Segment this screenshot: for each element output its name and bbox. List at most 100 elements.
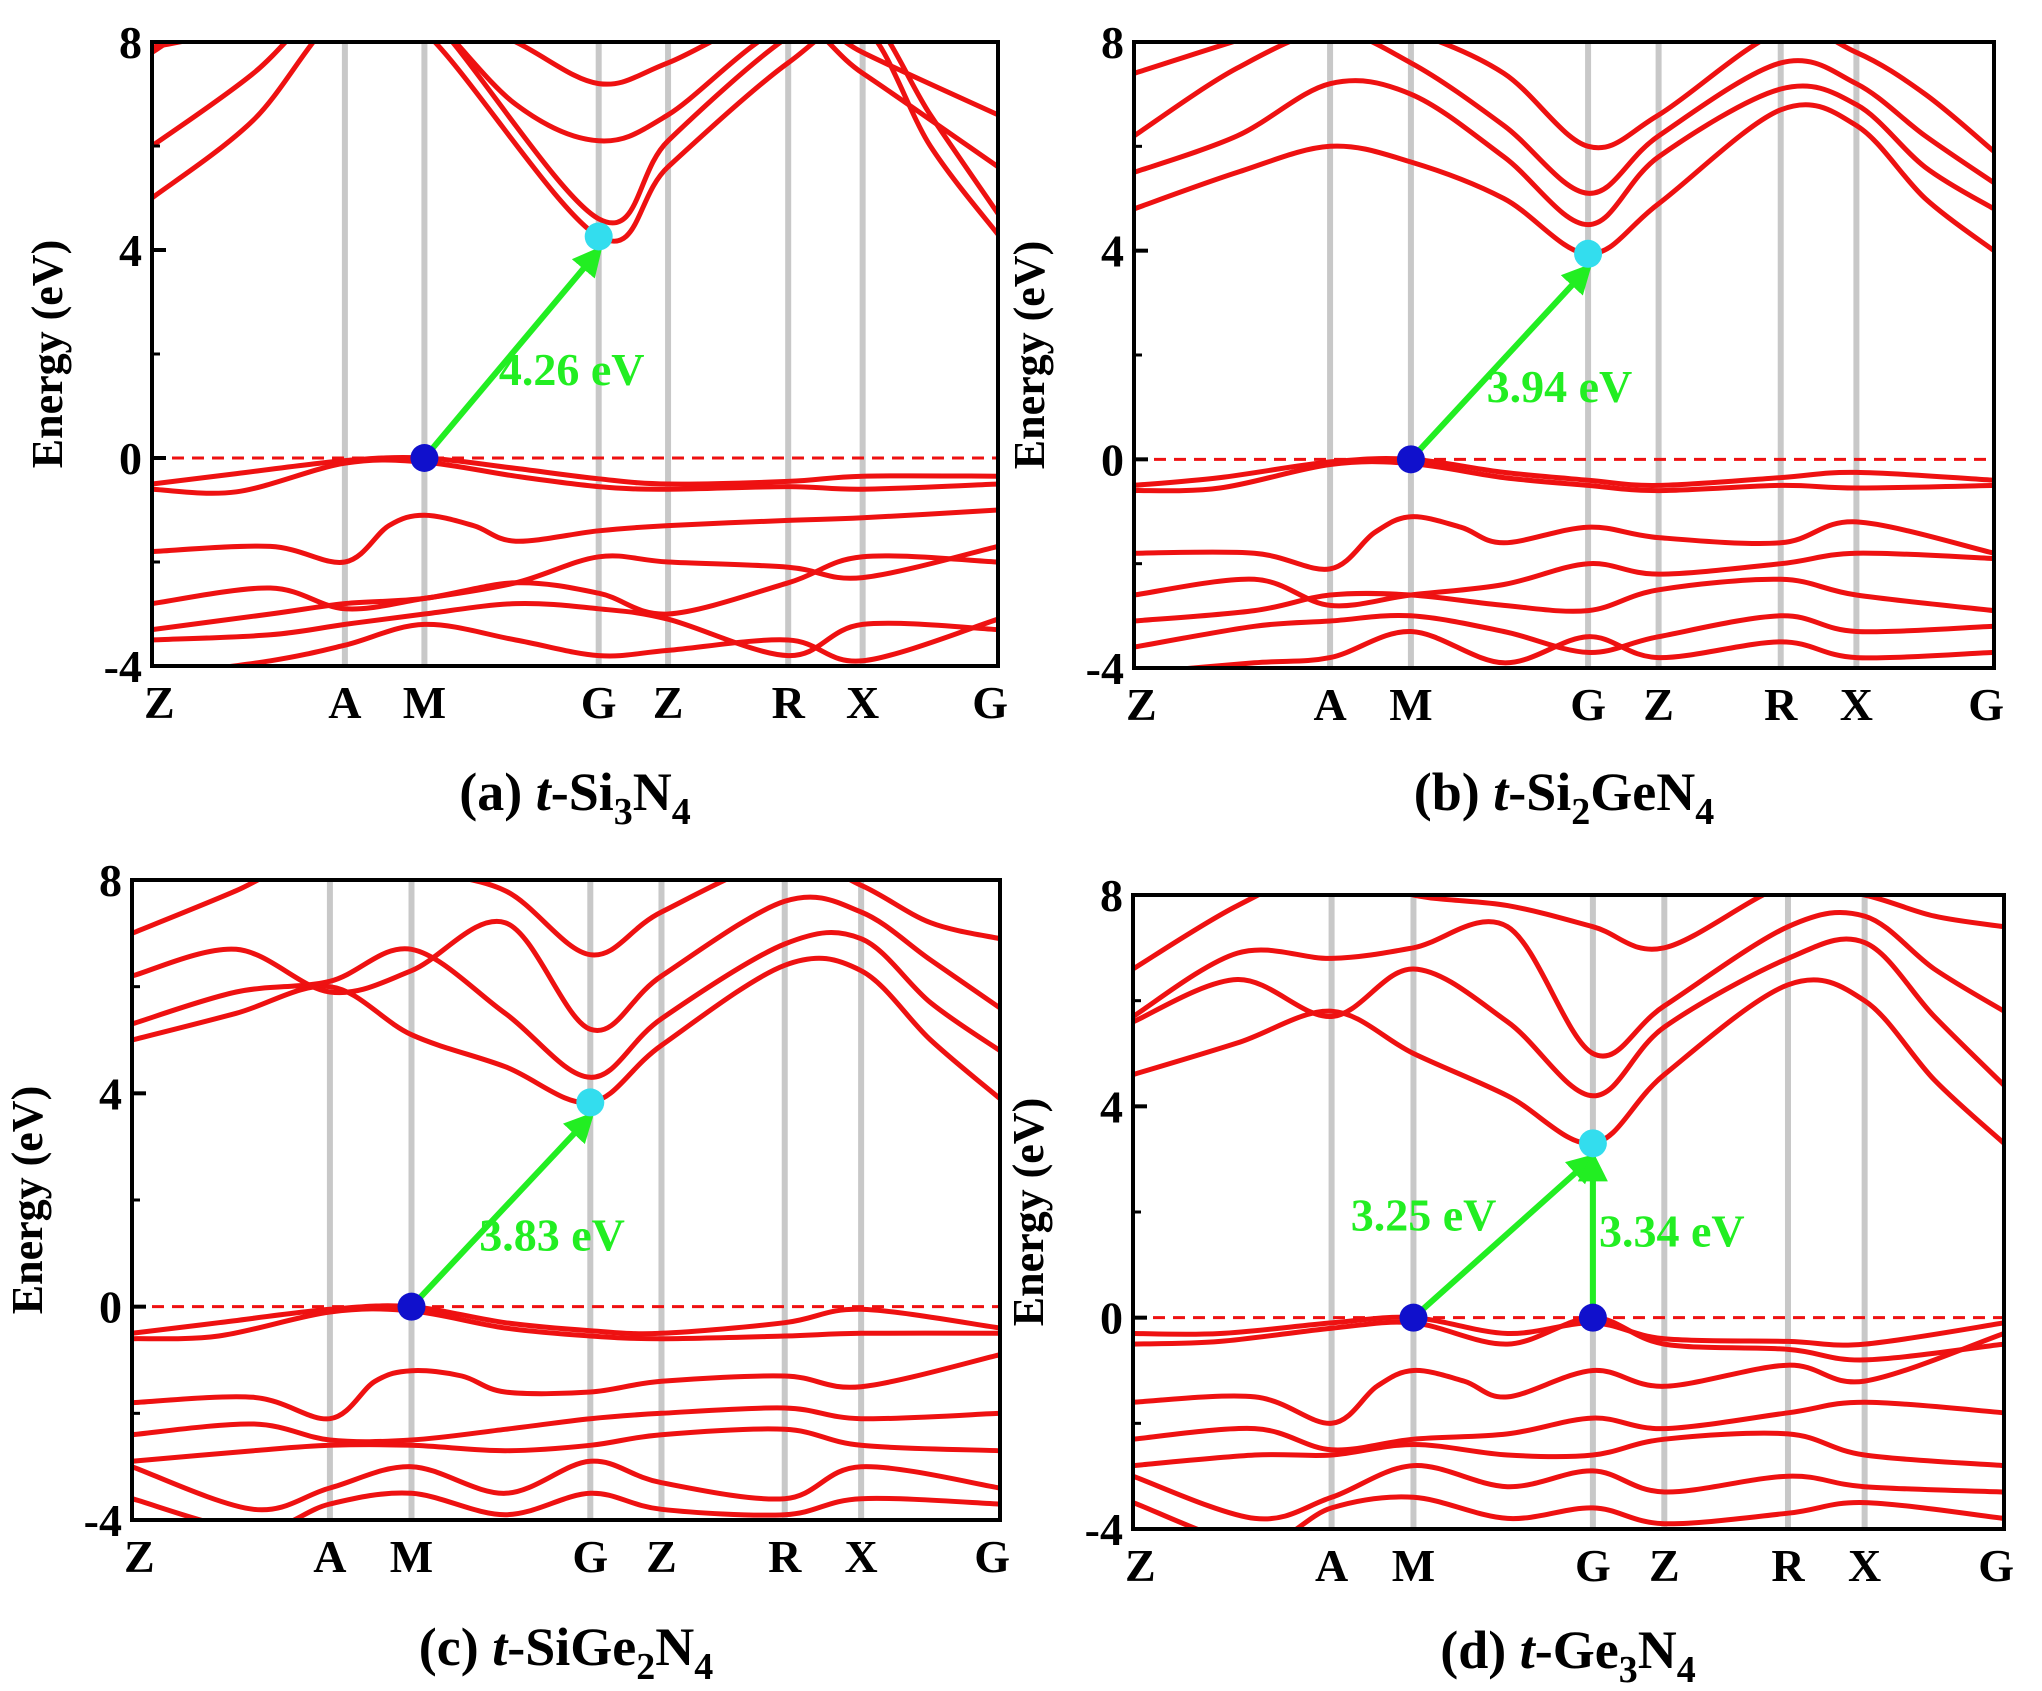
band-c3: [1134, 42, 1994, 196]
band-c2: [1133, 936, 2004, 1099]
band-gap-arrow: [422, 245, 603, 460]
band-v5: [1134, 576, 1994, 624]
band-v3: [152, 507, 998, 565]
kpoint-label-X: X: [845, 1531, 878, 1582]
kpoint-label-Z: Z: [1649, 1540, 1680, 1591]
band-v5: [1133, 1430, 2004, 1469]
band-v6: [152, 600, 998, 659]
band-v2: [1133, 1315, 2004, 1363]
bands: [132, 880, 1000, 1520]
y-tick-label: -4: [1086, 643, 1124, 694]
band-gap-label: 3.34 eV: [1599, 1205, 1745, 1256]
y-tick-label: 8: [1100, 870, 1123, 921]
y-tick-label: 4: [99, 1068, 122, 1119]
band-v6: [1134, 612, 1994, 655]
plot-frame: [1131, 893, 2006, 1531]
panel-caption: (d) t-Ge3N4: [1440, 1620, 1695, 1691]
y-tick-label: 4: [1100, 1081, 1123, 1132]
band-gap-label: 4.26 eV: [499, 344, 645, 395]
y-tick-label: 0: [99, 1282, 122, 1333]
kpoint-label-G: G: [1570, 679, 1606, 730]
plot-frame: [1132, 40, 1996, 670]
band-v3: [1133, 1331, 2004, 1426]
band-c1: [1133, 977, 2004, 1146]
band-v4: [1133, 1399, 2004, 1453]
vbm-marker: [397, 1292, 426, 1321]
kpoint-label-A: A: [1313, 679, 1346, 730]
band-c1: [152, 42, 998, 244]
band-gap-label: 3.83 eV: [479, 1210, 625, 1261]
kpoint-label-G: G: [1978, 1540, 2014, 1591]
band-c4: [1134, 42, 1994, 154]
band-c3: [1133, 909, 2004, 1059]
y-tick-label: 8: [119, 17, 142, 68]
kpoint-label-G: G: [972, 677, 1008, 728]
cbm-marker: [576, 1088, 605, 1117]
kpoint-label-A: A: [328, 677, 361, 728]
kpoint-label-M: M: [1392, 1540, 1435, 1591]
y-tick-label: -4: [1085, 1504, 1123, 1555]
y-tick-label: 8: [99, 855, 122, 906]
cbm-marker: [1574, 239, 1603, 268]
y-tick-label: -4: [104, 641, 142, 692]
band-c3: [132, 894, 1000, 1034]
band-gap-arrow: [1411, 1153, 1598, 1320]
band-gap-label: 3.94 eV: [1487, 361, 1633, 412]
band-v2: [152, 457, 998, 496]
kpoint-label-X: X: [846, 677, 879, 728]
kpoint-label-G: G: [974, 1531, 1010, 1582]
y-axis-title: Energy (eV): [1005, 241, 1054, 470]
band-v7: [214, 616, 998, 666]
y-tick-label: 8: [1101, 17, 1124, 68]
band-v7: [1133, 1494, 2004, 1529]
kpoint-label-A: A: [1315, 1540, 1348, 1591]
band-v4: [1134, 550, 1994, 609]
band-c3: [152, 42, 998, 170]
band-v3: [1134, 514, 1994, 572]
band-v6: [132, 1458, 1000, 1513]
band-v7: [132, 1490, 1000, 1520]
band-v4: [152, 543, 998, 612]
band-c1: [132, 955, 1000, 1106]
band-c2: [1134, 78, 1994, 228]
cbm-marker: [1578, 1129, 1607, 1158]
kpoint-label-Z: Z: [124, 1531, 155, 1582]
band-v5: [132, 1426, 1000, 1464]
kpoint-label-R: R: [1764, 679, 1798, 730]
vbm-marker: [1399, 1303, 1428, 1332]
band-v1: [132, 1303, 1000, 1337]
band-v2: [1134, 459, 1994, 494]
band-v1: [152, 455, 998, 487]
y-tick-label: 0: [119, 433, 142, 484]
y-tick-label: -4: [84, 1495, 122, 1546]
kpoint-label-R: R: [772, 677, 806, 728]
band-v3: [132, 1352, 1000, 1422]
band-c4: [152, 42, 998, 118]
kpoint-label-G: G: [572, 1531, 608, 1582]
y-tick-label: 4: [1101, 226, 1124, 277]
kpoint-label-G: G: [1968, 679, 2004, 730]
kpoint-label-R: R: [768, 1531, 802, 1582]
band-c2: [132, 930, 1000, 1080]
kpoint-label-M: M: [403, 677, 446, 728]
kpoint-label-M: M: [1389, 679, 1432, 730]
band-gap-arrow: [409, 1112, 595, 1309]
kpoint-label-G: G: [1575, 1540, 1611, 1591]
panel-caption: (b) t-Si2GeN4: [1414, 762, 1715, 833]
band-v1: [1134, 456, 1994, 488]
kpoint-label-X: X: [1848, 1540, 1881, 1591]
kpoint-label-Z: Z: [1125, 1540, 1156, 1591]
kpoint-label-M: M: [390, 1531, 433, 1582]
kpoint-label-G: G: [581, 677, 617, 728]
bands: [1133, 895, 2004, 1529]
band-v4: [132, 1405, 1000, 1445]
panel-caption: (a) t-Si3N4: [459, 762, 691, 833]
kpoint-label-Z: Z: [144, 677, 175, 728]
band-gap-arrow: [1408, 263, 1593, 462]
kpoint-label-Z: Z: [1643, 679, 1674, 730]
kpoint-label-A: A: [313, 1531, 346, 1582]
band-c4: [132, 880, 1000, 958]
vbm-marker: [410, 444, 439, 472]
